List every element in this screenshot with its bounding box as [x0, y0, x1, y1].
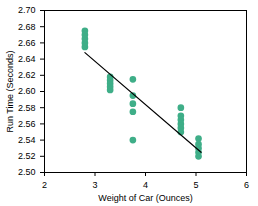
- svg-text:2.62: 2.62: [18, 70, 36, 80]
- svg-text:Run Time (Seconds): Run Time (Seconds): [5, 50, 15, 132]
- svg-text:2.60: 2.60: [18, 86, 36, 96]
- svg-text:Weight of Car (Ounces): Weight of Car (Ounces): [98, 193, 192, 203]
- svg-text:3: 3: [92, 180, 97, 190]
- svg-text:2.70: 2.70: [18, 5, 36, 15]
- svg-text:2.64: 2.64: [18, 54, 36, 64]
- svg-text:2.66: 2.66: [18, 38, 36, 48]
- svg-text:2.58: 2.58: [18, 103, 36, 113]
- svg-text:2.54: 2.54: [18, 135, 36, 145]
- svg-text:2.68: 2.68: [18, 22, 36, 32]
- svg-text:2: 2: [42, 180, 47, 190]
- svg-text:2.52: 2.52: [18, 151, 36, 161]
- svg-text:4: 4: [143, 180, 148, 190]
- svg-text:2.50: 2.50: [18, 167, 36, 177]
- svg-text:6: 6: [244, 180, 249, 190]
- svg-text:2.56: 2.56: [18, 119, 36, 129]
- svg-text:5: 5: [193, 180, 198, 190]
